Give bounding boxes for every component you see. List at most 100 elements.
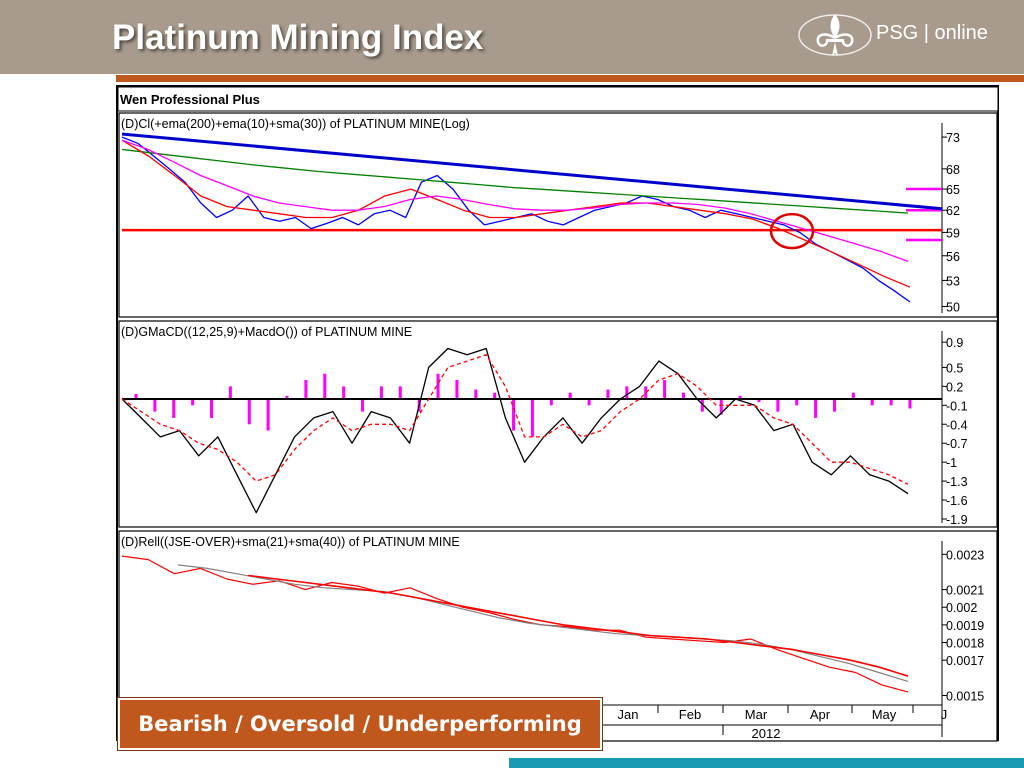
macd-y-tick-label: 0.9 bbox=[946, 336, 963, 350]
relative-panel-title: (D)Rell((JSE-OVER)+sma(21)+sma(40)) of P… bbox=[121, 535, 460, 549]
footer-bar bbox=[509, 758, 1024, 768]
macd-y-tick-label: 0.2 bbox=[946, 380, 963, 394]
macd-histogram-bar bbox=[795, 399, 799, 406]
macd-histogram-bar bbox=[681, 392, 685, 399]
chart-frame: Wen Professional Plus (D)Cl(+ema(200)+ema… bbox=[116, 85, 999, 742]
psg-online-logo: PSG | online bbox=[796, 8, 1006, 62]
price-y-tick-label: 73 bbox=[946, 131, 960, 145]
macd-series-signal bbox=[121, 354, 909, 485]
macd-histogram-bar bbox=[474, 389, 478, 399]
chart-header-strip bbox=[118, 87, 999, 112]
macd-panel-border bbox=[118, 320, 998, 528]
macd-histogram-bar bbox=[304, 380, 308, 399]
relative-y-tick-label: 0.0018 bbox=[946, 637, 984, 651]
macd-histogram-bar bbox=[814, 399, 818, 418]
breakdown-highlight-circle bbox=[769, 212, 815, 250]
macd-histogram-bar bbox=[663, 380, 667, 399]
macd-histogram-bar bbox=[247, 399, 251, 425]
macd-series-gmacd bbox=[121, 347, 909, 514]
macd-histogram-bar bbox=[889, 399, 893, 406]
macd-histogram-bar bbox=[323, 373, 327, 399]
price-series-ema-10- bbox=[121, 139, 911, 288]
macd-y-tick-label: -1 bbox=[946, 456, 957, 470]
macd-y-tick-label: -1.6 bbox=[946, 494, 968, 508]
price-y-tick-label: 50 bbox=[946, 301, 960, 315]
macd-histogram-bar bbox=[719, 399, 723, 415]
x-tick-label: J bbox=[941, 707, 948, 722]
logo-text: PSG | online bbox=[876, 22, 988, 44]
macd-histogram-bar bbox=[832, 399, 836, 412]
macd-y-tick-label: -0.1 bbox=[946, 399, 968, 413]
macd-y-tick-label: -0.7 bbox=[946, 437, 968, 451]
macd-y-tick-label: -1.3 bbox=[946, 475, 968, 489]
price-panel-title: (D)Cl(+ema(200)+ema(10)+sma(30)) of PLAT… bbox=[121, 117, 470, 131]
relative-y-tick-label: 0.0015 bbox=[946, 689, 984, 703]
header-bar bbox=[0, 0, 1024, 74]
relative-series-rell bbox=[121, 555, 909, 693]
price-y-tick-label: 59 bbox=[946, 226, 960, 240]
x-tick-label: Mar bbox=[745, 707, 768, 722]
relative-y-tick-label: 0.002 bbox=[946, 601, 977, 615]
callout-box: Bearish / Oversold / Underperforming bbox=[118, 698, 602, 750]
x-axis-year-label: 2012 bbox=[752, 726, 781, 741]
macd-histogram-bar bbox=[379, 386, 383, 399]
relative-y-tick-label: 0.0021 bbox=[946, 584, 984, 598]
macd-histogram-bar bbox=[738, 395, 742, 399]
macd-y-tick-label: -0.4 bbox=[946, 418, 968, 432]
chart-canvas: Wen Professional Plus (D)Cl(+ema(200)+ema… bbox=[118, 87, 999, 742]
macd-histogram-bar bbox=[493, 392, 497, 399]
slide-title: Platinum Mining Index bbox=[112, 18, 484, 57]
macd-panel-title: (D)GMaCD((12,25,9)+MacdO()) of PLATINUM … bbox=[121, 325, 412, 339]
macd-histogram-bar bbox=[908, 399, 912, 409]
macd-histogram-bar bbox=[210, 399, 214, 418]
fleur-de-lis-icon bbox=[798, 14, 872, 56]
price-series-ema-200- bbox=[121, 148, 909, 214]
macd-histogram-bar bbox=[870, 399, 874, 406]
price-panel-border bbox=[118, 112, 998, 318]
macd-histogram-bar bbox=[549, 399, 553, 406]
macd-histogram-bar bbox=[191, 399, 195, 406]
relative-series-sma40 bbox=[247, 574, 909, 677]
macd-histogram-bar bbox=[530, 399, 534, 437]
price-y-tick-label: 62 bbox=[946, 204, 960, 218]
macd-y-tick-label: 0.5 bbox=[946, 361, 963, 375]
x-tick-label: Apr bbox=[810, 707, 831, 722]
chart-header-title: Wen Professional Plus bbox=[120, 92, 260, 107]
macd-histogram-bar bbox=[644, 386, 648, 399]
price-y-tick-label: 56 bbox=[946, 250, 960, 264]
macd-histogram-bar bbox=[285, 395, 289, 399]
macd-histogram-bar bbox=[512, 399, 516, 431]
relative-y-tick-label: 0.0017 bbox=[946, 654, 984, 668]
macd-histogram-bar bbox=[568, 392, 572, 399]
macd-histogram-bar bbox=[606, 389, 610, 399]
price-y-tick-label: 68 bbox=[946, 163, 960, 177]
price-y-tick-label: 65 bbox=[946, 183, 960, 197]
macd-histogram-bar bbox=[700, 399, 704, 412]
x-tick-label: Feb bbox=[679, 707, 701, 722]
accent-divider bbox=[116, 75, 1024, 82]
callout-text: Bearish / Oversold / Underperforming bbox=[138, 712, 582, 736]
price-series-sma-30- bbox=[121, 139, 909, 263]
macd-histogram-bar bbox=[436, 373, 440, 399]
relative-y-tick-label: 0.0019 bbox=[946, 619, 984, 633]
macd-histogram-bar bbox=[625, 386, 629, 399]
macd-histogram-bar bbox=[361, 399, 365, 412]
resistance-trendline bbox=[121, 132, 943, 211]
macd-histogram-bar bbox=[172, 399, 176, 418]
macd-histogram-bar bbox=[342, 386, 346, 399]
macd-histogram-bar bbox=[776, 399, 780, 412]
macd-histogram-bar bbox=[851, 392, 855, 399]
macd-histogram-bar bbox=[266, 399, 270, 431]
macd-y-tick-label: -1.9 bbox=[946, 513, 968, 527]
macd-histogram-bar bbox=[153, 399, 157, 412]
macd-histogram-bar bbox=[228, 386, 232, 399]
x-tick-label: May bbox=[872, 707, 897, 722]
price-y-tick-label: 53 bbox=[946, 274, 960, 288]
relative-y-tick-label: 0.0023 bbox=[946, 548, 984, 562]
macd-histogram-bar bbox=[455, 380, 459, 399]
macd-histogram-bar bbox=[757, 399, 761, 403]
macd-histogram-bar bbox=[398, 386, 402, 399]
x-tick-label: Jan bbox=[618, 707, 639, 722]
macd-histogram-bar bbox=[134, 393, 138, 399]
macd-histogram-bar bbox=[587, 399, 591, 406]
